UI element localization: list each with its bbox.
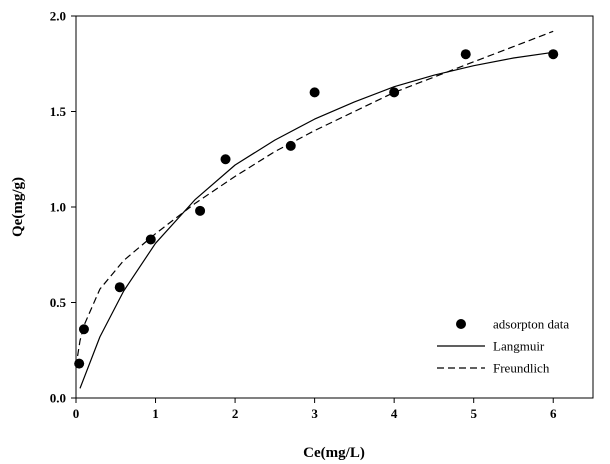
y-tick-label: 0.0 <box>50 391 66 406</box>
data-points <box>74 49 559 369</box>
data-point <box>220 154 231 165</box>
fit-curves <box>77 30 554 389</box>
y-tick-label: 1.5 <box>50 104 67 119</box>
data-point <box>548 49 559 60</box>
x-tick-label: 3 <box>311 406 318 421</box>
legend-label: Freundlich <box>493 361 550 376</box>
x-tick-label: 6 <box>550 406 557 421</box>
legend-label: Langmuir <box>493 339 545 354</box>
y-tick-label: 2.0 <box>50 9 66 24</box>
data-point <box>309 87 320 98</box>
data-point <box>114 282 125 293</box>
x-tick-label: 2 <box>232 406 239 421</box>
data-point <box>145 234 156 245</box>
langmuir-curve <box>79 51 554 389</box>
freundlich-curve <box>77 30 554 357</box>
x-tick-label: 0 <box>73 406 80 421</box>
y-axis-title: Qe(mg/g) <box>10 177 26 237</box>
x-tick-label: 1 <box>152 406 159 421</box>
data-point <box>195 205 206 216</box>
legend-label: adsorpton data <box>493 317 569 332</box>
legend: adsorpton data Langmuir Freundlich <box>437 317 569 376</box>
axis-ticks: 0 1 2 3 4 5 6 0.0 0.5 1.0 1.5 2.0 <box>50 9 557 422</box>
y-tick-label: 1.0 <box>50 200 66 215</box>
data-point <box>285 140 296 151</box>
x-axis-title: Ce(mg/L) <box>303 445 365 461</box>
legend-marker <box>456 319 466 329</box>
data-point <box>460 49 471 60</box>
data-point <box>389 87 400 98</box>
x-tick-label: 4 <box>391 406 398 421</box>
data-point <box>74 358 85 369</box>
y-tick-label: 0.5 <box>50 295 67 310</box>
x-tick-label: 5 <box>470 406 477 421</box>
data-point <box>78 324 89 335</box>
